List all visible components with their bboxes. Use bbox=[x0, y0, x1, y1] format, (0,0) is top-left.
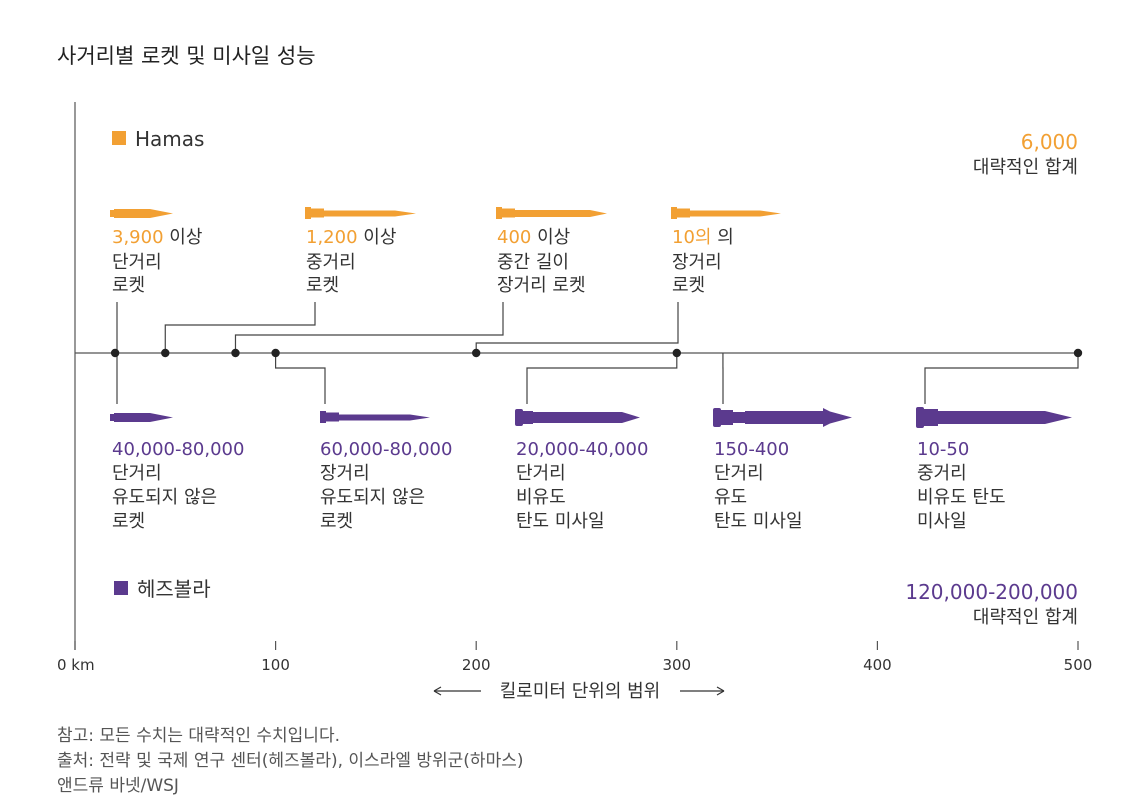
hezbollah-connector-5 bbox=[924, 353, 1079, 404]
axis-point-100km bbox=[271, 348, 280, 358]
x-tick-label-4: 400 bbox=[863, 656, 892, 674]
hamas-line-2-2: 로켓 bbox=[306, 275, 339, 296]
hezbollah-line-1-2: 유도되지 않은 bbox=[112, 487, 217, 508]
x-tick-label-2: 200 bbox=[462, 656, 491, 674]
hezbollah-line-5-2: 비유도 탄도 bbox=[917, 487, 1006, 508]
hezbollah-line-4-3: 탄도 미사일 bbox=[714, 511, 803, 532]
x-tick-label-0: 0 km bbox=[57, 656, 95, 674]
x-axis-label-group: 킬로미터 단위의 범위 bbox=[433, 681, 725, 702]
hezbollah-total-label: 대략적인 합계 bbox=[973, 607, 1078, 628]
hezbollah-count-5: 10-50 bbox=[917, 439, 969, 460]
hamas-count-suffix-4: 의 bbox=[717, 227, 734, 248]
hamas-label-2: 1,200 이상 중거리 로켓 bbox=[306, 227, 396, 296]
hamas-line-3-2: 장거리 로켓 bbox=[497, 275, 586, 296]
hezbollah-rocket-icon-4 bbox=[713, 408, 852, 427]
axis-point-300km bbox=[672, 348, 681, 358]
hezbollah-line-5-1: 중거리 bbox=[917, 463, 967, 484]
axis-point-45km bbox=[161, 348, 170, 358]
hezbollah-label-1: 40,000-80,000 단거리 유도되지 않은 로켓 bbox=[112, 439, 244, 532]
hezbollah-rocket-icon-2 bbox=[320, 411, 430, 423]
hezbollah-label-2: 60,000-80,000 장거리 유도되지 않은 로켓 bbox=[320, 439, 452, 532]
hezbollah-rocket-icon-3 bbox=[515, 409, 640, 426]
hezbollah-connector-2 bbox=[275, 353, 326, 404]
hezbollah-connector-3 bbox=[526, 353, 678, 404]
hezbollah-line-1-1: 단거리 bbox=[112, 463, 162, 484]
x-tick-label-3: 300 bbox=[662, 656, 691, 674]
range-connectors bbox=[116, 302, 1079, 404]
legend-label-hezbollah: 헤즈볼라 bbox=[137, 577, 211, 601]
hezbollah-rocket-icon-5 bbox=[916, 407, 1072, 428]
hezbollah-rocket-icon-1 bbox=[110, 413, 173, 422]
hezbollah-line-2-3: 로켓 bbox=[320, 511, 353, 532]
axis-point-80km bbox=[231, 348, 240, 358]
hamas-rocket-icon-4 bbox=[671, 207, 781, 219]
hamas-count-4: 10의 bbox=[672, 227, 711, 248]
hamas-line-4-2: 로켓 bbox=[672, 275, 705, 296]
hezbollah-count-2: 60,000-80,000 bbox=[320, 439, 452, 460]
x-axis-ticks: 0 km 100 200 300 400 500 bbox=[57, 641, 1092, 674]
hamas-line-4-1: 장거리 bbox=[672, 252, 722, 273]
hamas-label-4: 10의 의 장거리 로켓 bbox=[672, 227, 734, 296]
hamas-line-3-1: 중간 길이 bbox=[497, 252, 569, 273]
hezbollah-line-5-3: 미사일 bbox=[917, 511, 967, 532]
hamas-total-label: 대략적인 합계 bbox=[973, 157, 1078, 178]
x-tick-label-1: 100 bbox=[261, 656, 290, 674]
hezbollah-line-3-1: 단거리 bbox=[516, 463, 566, 484]
hamas-label-1: 3,900 이상 단거리 로켓 bbox=[112, 227, 202, 296]
hamas-line-2-1: 중거리 bbox=[306, 252, 356, 273]
hamas-rocket-icon-2 bbox=[305, 207, 416, 219]
svg-text:3,900 이상: 3,900 이상 bbox=[112, 227, 202, 248]
x-axis-label: 킬로미터 단위의 범위 bbox=[500, 681, 660, 702]
axis-point-200km bbox=[472, 348, 481, 358]
note-source: 출처: 전략 및 국제 연구 센터(헤즈볼라), 이스라엘 방위군(하마스) bbox=[57, 751, 524, 771]
axis-point-500km bbox=[1073, 348, 1083, 358]
hezbollah-label-3: 20,000-40,000 단거리 비유도 탄도 미사일 bbox=[516, 439, 648, 532]
hezbollah-line-3-2: 비유도 bbox=[516, 487, 566, 508]
hezbollah-count-4: 150-400 bbox=[714, 439, 789, 460]
hamas-line-1-2: 로켓 bbox=[112, 275, 145, 296]
legend-swatch-hamas bbox=[112, 131, 126, 145]
hamas-rocket-icon-1 bbox=[110, 209, 173, 218]
hamas-count-1: 3,900 bbox=[112, 227, 164, 248]
hezbollah-line-4-1: 단거리 bbox=[714, 463, 764, 484]
hamas-count-3: 400 bbox=[497, 227, 531, 248]
note-credit: 앤드류 바넷/WSJ bbox=[57, 776, 179, 796]
hamas-line-1-1: 단거리 bbox=[112, 252, 162, 273]
note-approximate: 참고: 모든 수치는 대략적인 수치입니다. bbox=[57, 726, 340, 746]
hamas-connector-4 bbox=[475, 302, 679, 353]
hamas-connector-2 bbox=[164, 302, 316, 353]
hamas-rocket-icon-3 bbox=[496, 207, 607, 219]
hezbollah-line-2-2: 유도되지 않은 bbox=[320, 487, 425, 508]
hamas-count-suffix-2: 이상 bbox=[363, 227, 396, 248]
legend-label-hamas: Hamas bbox=[135, 127, 204, 151]
range-points bbox=[110, 348, 1083, 358]
hamas-connector-3 bbox=[234, 302, 504, 353]
hezbollah-line-1-3: 로켓 bbox=[112, 511, 145, 532]
hezbollah-total-value: 120,000-200,000 bbox=[905, 580, 1078, 604]
hezbollah-count-3: 20,000-40,000 bbox=[516, 439, 648, 460]
svg-text:1,200 이상: 1,200 이상 bbox=[306, 227, 396, 248]
x-tick-label-5: 500 bbox=[1064, 656, 1093, 674]
legend-swatch-hezbollah bbox=[114, 581, 128, 595]
hezbollah-label-4: 150-400 단거리 유도 탄도 미사일 bbox=[714, 439, 803, 532]
chart-title: 사거리별 로켓 및 미사일 성능 bbox=[57, 44, 316, 68]
svg-text:400 이상: 400 이상 bbox=[497, 227, 570, 248]
hezbollah-count-1: 40,000-80,000 bbox=[112, 439, 244, 460]
hamas-total-value: 6,000 bbox=[1021, 130, 1078, 154]
hamas-label-3: 400 이상 중간 길이 장거리 로켓 bbox=[497, 227, 586, 296]
range-chart: 사거리별 로켓 및 미사일 성능 Hamas 헤즈볼라 6,000 대략적인 합… bbox=[57, 44, 1092, 702]
hamas-count-suffix-3: 이상 bbox=[537, 227, 570, 248]
svg-text:10의 의: 10의 의 bbox=[672, 227, 734, 248]
hezbollah-line-4-2: 유도 bbox=[714, 487, 747, 508]
hezbollah-line-2-1: 장거리 bbox=[320, 463, 370, 484]
hamas-count-2: 1,200 bbox=[306, 227, 358, 248]
hezbollah-label-5: 10-50 중거리 비유도 탄도 미사일 bbox=[917, 439, 1006, 532]
hezbollah-line-3-3: 탄도 미사일 bbox=[516, 511, 605, 532]
hamas-count-suffix-1: 이상 bbox=[169, 227, 202, 248]
axis-point-20km bbox=[110, 348, 120, 358]
